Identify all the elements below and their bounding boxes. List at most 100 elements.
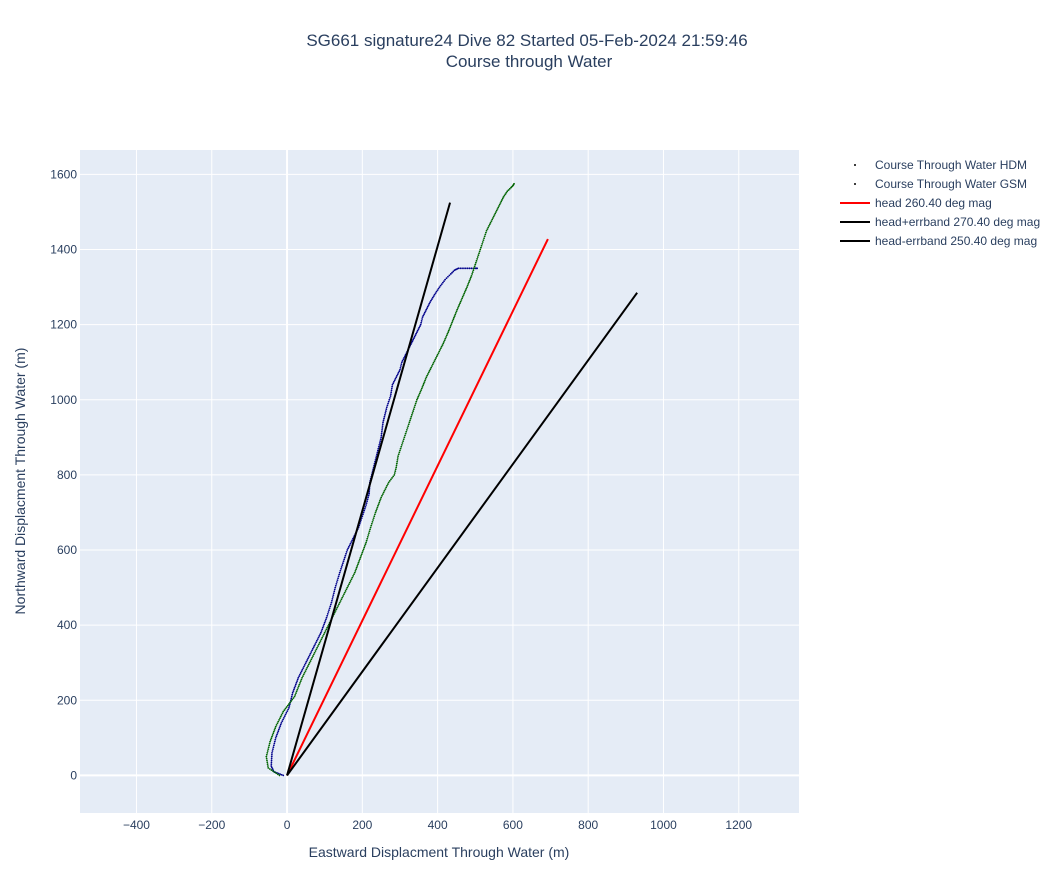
data-point — [286, 710, 289, 713]
y-tick-label: 600 — [57, 543, 77, 557]
data-point — [388, 398, 391, 401]
data-point — [310, 658, 313, 661]
data-point — [280, 773, 283, 776]
data-point — [416, 329, 419, 332]
data-point — [422, 382, 425, 385]
data-point — [427, 304, 430, 307]
data-point — [295, 681, 298, 684]
data-point — [272, 744, 275, 747]
data-point — [343, 558, 346, 561]
data-point — [307, 657, 309, 660]
data-point — [277, 728, 280, 731]
data-point — [451, 271, 453, 274]
data-point — [472, 269, 475, 272]
data-point — [322, 625, 325, 627]
data-point — [437, 352, 440, 355]
data-point — [327, 611, 330, 613]
data-point — [466, 284, 469, 287]
data-point — [468, 279, 471, 282]
data-point — [301, 668, 304, 671]
data-point — [306, 666, 309, 669]
data-point — [321, 636, 324, 639]
data-point — [281, 720, 284, 723]
data-point — [380, 436, 383, 439]
data-point — [350, 541, 353, 543]
data-point — [332, 592, 335, 595]
data-point — [397, 455, 399, 458]
data-point — [413, 337, 415, 340]
data-point — [400, 443, 403, 446]
data-point — [272, 746, 275, 749]
data-point — [432, 361, 435, 364]
data-point — [308, 654, 311, 657]
data-point — [346, 586, 349, 589]
data-point — [272, 730, 275, 733]
data-point — [265, 757, 268, 760]
data-point — [400, 445, 403, 448]
data-point — [311, 649, 313, 652]
data-point — [349, 542, 352, 545]
data-point — [488, 223, 491, 226]
data-point — [358, 560, 361, 562]
data-point — [491, 218, 494, 221]
data-point — [314, 643, 317, 645]
data-point — [288, 703, 290, 705]
data-point — [283, 715, 286, 718]
data-point — [357, 561, 360, 564]
data-point — [315, 648, 318, 651]
data-point — [267, 767, 270, 769]
data-point — [323, 621, 326, 624]
data-point — [324, 620, 327, 622]
data-point — [280, 714, 283, 716]
data-point — [449, 324, 452, 327]
data-point — [474, 263, 477, 266]
data-point — [270, 763, 273, 766]
y-tick-label: 200 — [57, 693, 77, 707]
data-point — [380, 434, 383, 437]
plot-area — [80, 150, 799, 813]
data-point — [420, 387, 423, 390]
data-point — [446, 332, 449, 335]
data-point — [425, 308, 428, 311]
data-point — [296, 688, 299, 691]
data-point — [334, 584, 337, 587]
data-point — [434, 358, 437, 361]
data-point — [347, 585, 350, 587]
data-point — [335, 582, 338, 585]
data-point — [430, 298, 433, 301]
data-point — [451, 321, 453, 324]
data-point — [392, 382, 395, 385]
data-point — [474, 261, 477, 264]
data-point — [365, 502, 368, 504]
data-point — [272, 748, 274, 751]
data-point — [305, 668, 308, 671]
data-point — [399, 366, 402, 369]
data-point — [399, 449, 401, 452]
data-point — [434, 292, 437, 295]
data-point — [270, 757, 273, 760]
data-point — [431, 365, 433, 367]
data-point — [447, 275, 449, 278]
data-point — [499, 202, 502, 204]
data-point — [428, 302, 431, 305]
y-tick-label: 0 — [70, 768, 77, 782]
data-point — [486, 228, 489, 231]
data-point — [390, 389, 393, 392]
data-point — [322, 635, 324, 637]
data-point — [463, 267, 465, 270]
data-point — [344, 554, 347, 557]
data-point — [348, 583, 350, 586]
data-point — [366, 498, 369, 501]
x-tick-label: −200 — [198, 818, 225, 832]
data-point — [456, 307, 459, 309]
data-point — [319, 633, 322, 636]
data-point — [409, 419, 411, 422]
data-point — [433, 360, 436, 363]
data-point — [303, 665, 305, 668]
data-point — [451, 320, 454, 322]
data-point — [395, 464, 398, 467]
data-point — [393, 472, 396, 474]
data-point — [298, 675, 301, 678]
data-point — [270, 759, 273, 762]
data-point — [475, 259, 478, 262]
